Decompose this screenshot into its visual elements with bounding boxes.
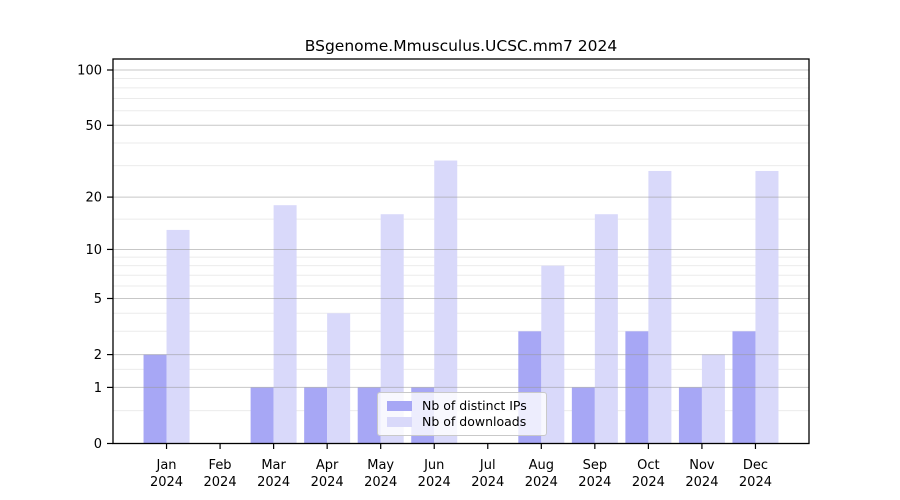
- bar-downloads-oct: [648, 170, 672, 444]
- x-tick-label-year: 2024: [204, 475, 237, 490]
- legend-swatch-downloads: [387, 417, 412, 428]
- legend-entry-downloads: Nb of downloads: [387, 414, 538, 429]
- bar-distinct-ips-mar: [250, 387, 274, 444]
- x-tick-label-year: 2024: [364, 475, 397, 490]
- x-tick-label-year: 2024: [418, 475, 451, 490]
- axis-ticks: [107, 69, 757, 449]
- y-tick-label: 100: [77, 64, 102, 79]
- bar-distinct-ips-sep: [571, 387, 595, 444]
- bar-downloads-jan: [166, 229, 190, 444]
- bar-downloads-dec: [755, 170, 779, 444]
- x-tick-label-year: 2024: [311, 475, 344, 490]
- y-tick-label: 2: [94, 348, 102, 363]
- bar-distinct-ips-apr: [304, 387, 328, 444]
- x-tick-label-year: 2024: [632, 475, 665, 490]
- chart-title: BSgenome.Mmusculus.UCSC.mm7 2024: [305, 37, 617, 55]
- bar-downloads-apr: [327, 313, 351, 444]
- x-tick-label-year: 2024: [150, 475, 183, 490]
- y-tick-label: 10: [85, 243, 102, 258]
- x-tick-label-month: Jul: [479, 458, 496, 473]
- x-tick-label-month: Nov: [689, 458, 715, 473]
- bar-downloads-may: [380, 214, 404, 444]
- plot-frame: [112, 58, 810, 445]
- bar-distinct-ips-nov: [678, 387, 702, 444]
- legend-label-distinct-ips: Nb of distinct IPs: [422, 397, 527, 413]
- bar-distinct-ips-jan: [143, 354, 167, 444]
- x-tick-label-month: Sep: [583, 458, 608, 473]
- x-tick-label-year: 2024: [685, 475, 718, 490]
- x-tick-label-year: 2024: [578, 475, 611, 490]
- x-tick-label-month: Dec: [743, 458, 768, 473]
- bar-distinct-ips-may: [357, 387, 381, 444]
- bar-downloads-mar: [273, 205, 297, 444]
- axis-tick-labels: 1005020105210Jan2024Feb2024Mar2024Apr202…: [77, 64, 772, 491]
- y-tick-label: 0: [94, 437, 102, 452]
- chart-legend: Nb of distinct IPs Nb of downloads: [377, 392, 547, 436]
- x-tick-label-month: Jan: [156, 458, 177, 473]
- x-tick-label-month: Jun: [423, 458, 444, 473]
- y-tick-label: 1: [94, 381, 102, 396]
- legend-entry-distinct-ips: Nb of distinct IPs: [387, 397, 538, 413]
- bar-downloads-nov: [701, 354, 725, 444]
- y-tick-label: 50: [85, 119, 102, 134]
- x-tick-label-year: 2024: [525, 475, 558, 490]
- minor-gridlines: [113, 77, 809, 412]
- legend-swatch-distinct-ips: [387, 400, 412, 411]
- x-tick-label-month: Oct: [637, 458, 659, 473]
- bar-downloads-jun: [434, 160, 458, 444]
- x-tick-label-month: Aug: [529, 458, 554, 473]
- y-tick-label: 20: [85, 191, 102, 206]
- y-tick-label: 5: [94, 292, 102, 307]
- legend-label-downloads: Nb of downloads: [422, 414, 527, 429]
- bar-downloads-sep: [594, 214, 618, 444]
- x-tick-label-month: Feb: [209, 458, 232, 473]
- x-tick-label-year: 2024: [739, 475, 772, 490]
- x-tick-label-year: 2024: [471, 475, 504, 490]
- x-tick-label-month: Mar: [261, 458, 286, 473]
- x-tick-label-month: Apr: [316, 458, 339, 473]
- x-tick-label-month: May: [367, 458, 394, 473]
- major-gridlines: [113, 69, 809, 388]
- plot-border: [112, 58, 810, 445]
- x-tick-label-year: 2024: [257, 475, 290, 490]
